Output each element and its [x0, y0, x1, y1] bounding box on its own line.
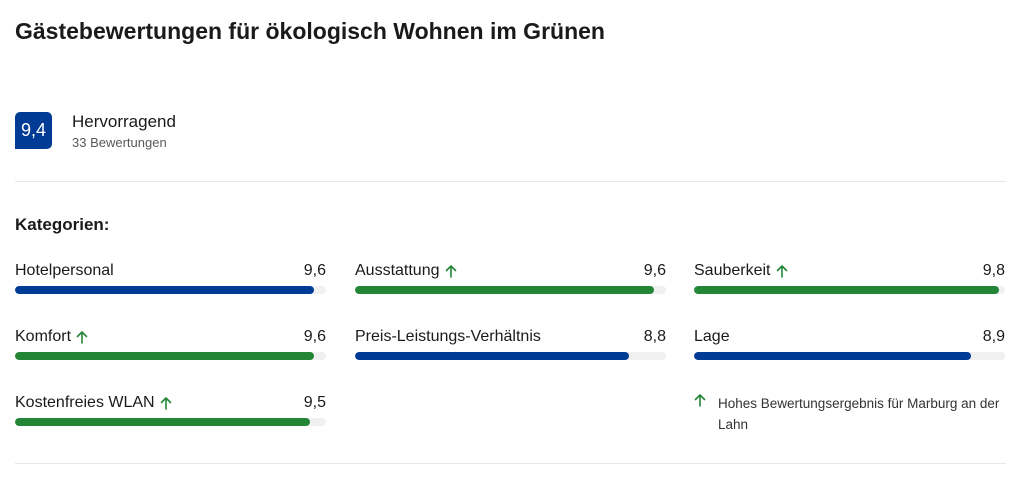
category-label: Kostenfreies WLAN	[15, 394, 172, 412]
category-label: Komfort	[15, 328, 88, 346]
category-value: 9,6	[643, 262, 666, 279]
category-label-text: Preis-Leistungs-Verhältnis	[355, 328, 541, 345]
rating-word: Hervorragend	[72, 112, 176, 131]
category-value: 8,8	[643, 328, 666, 345]
category-sauberkeit: Sauberkeit 9,8	[694, 262, 1005, 302]
category-hotelpersonal: Hotelpersonal 9,6	[15, 262, 326, 302]
divider	[15, 463, 1006, 464]
arrow-up-icon	[445, 265, 456, 278]
score-bar-track	[355, 286, 666, 294]
score-bar-fill	[694, 286, 999, 294]
arrow-up-icon	[160, 397, 171, 410]
arrow-up-icon	[694, 394, 706, 407]
score-bar-track	[15, 286, 326, 294]
category-kostenfreies-wlan: Kostenfreies WLAN 9,5	[15, 394, 326, 434]
category-value: 9,6	[303, 328, 326, 345]
score-bar-track	[355, 352, 666, 360]
score-bar-fill	[15, 418, 311, 426]
category-label: Sauberkeit	[694, 262, 788, 280]
category-preis-leistung: Preis-Leistungs-Verhältnis 8,8	[355, 328, 666, 368]
category-label-text: Ausstattung	[355, 262, 440, 279]
high-score-note-text: Hohes Bewertungsergebnis für Marburg an …	[718, 396, 1000, 432]
score-bar-track	[15, 418, 326, 426]
category-label-text: Sauberkeit	[694, 262, 771, 279]
score-bar-fill	[694, 352, 971, 360]
category-label: Lage	[694, 328, 730, 346]
category-value: 9,6	[303, 262, 326, 279]
score-bar-fill	[15, 286, 314, 294]
arrow-up-icon	[76, 331, 88, 344]
category-label: Ausstattung	[355, 262, 457, 280]
page-title: Gästebewertungen für ökologisch Wohnen i…	[15, 18, 605, 44]
category-value: 9,5	[303, 394, 326, 411]
score-bar-track	[694, 286, 1005, 294]
category-ausstattung: Ausstattung 9,6	[355, 262, 666, 302]
review-score-badge: 9,4	[15, 112, 52, 149]
category-label-text: Kostenfreies WLAN	[15, 394, 155, 411]
score-bar-track	[15, 352, 326, 360]
categories-heading: Kategorien:	[15, 215, 110, 234]
category-label-text: Lage	[694, 328, 730, 345]
score-bar-fill	[355, 352, 629, 360]
category-value: 9,8	[982, 262, 1005, 279]
score-bar-fill	[15, 352, 314, 360]
category-lage: Lage 8,9	[694, 328, 1005, 368]
category-label: Hotelpersonal	[15, 262, 114, 280]
score-bar-fill	[355, 286, 654, 294]
category-komfort: Komfort 9,6	[15, 328, 326, 368]
review-count: 33 Bewertungen	[72, 135, 167, 150]
category-value: 8,9	[982, 328, 1005, 345]
divider	[15, 181, 1006, 182]
category-label: Preis-Leistungs-Verhältnis	[355, 328, 541, 346]
category-label-text: Hotelpersonal	[15, 262, 114, 279]
score-bar-track	[694, 352, 1005, 360]
category-label-text: Komfort	[15, 328, 72, 345]
arrow-up-icon	[776, 265, 787, 278]
